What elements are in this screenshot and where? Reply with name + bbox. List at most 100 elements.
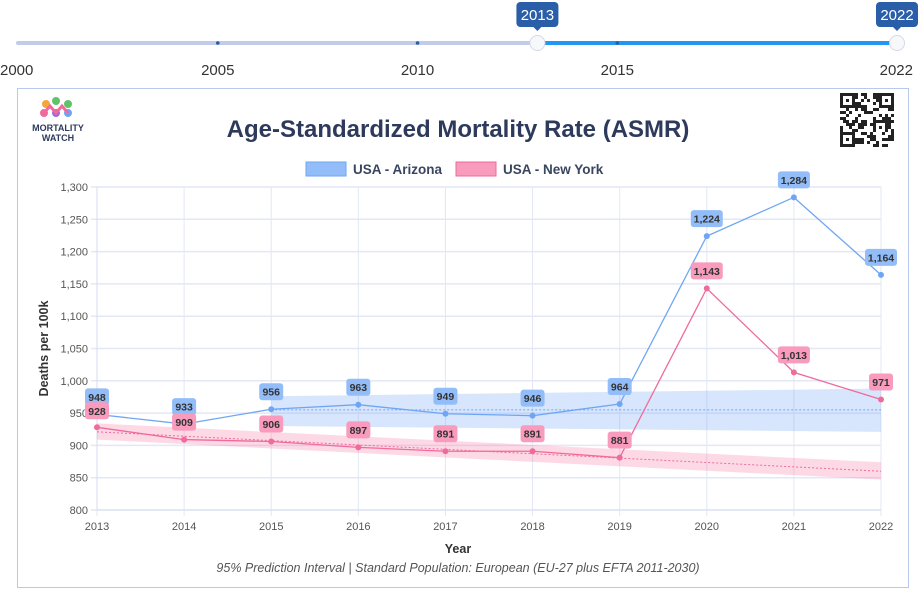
qr-module xyxy=(888,120,891,123)
data-point[interactable] xyxy=(268,406,275,413)
qr-module xyxy=(879,114,882,117)
slider-end-tooltip xyxy=(876,2,918,27)
chart-card: MORTALITY WATCH Age-Standardized Mortality… xyxy=(17,88,909,588)
qr-module xyxy=(870,132,873,135)
data-point[interactable] xyxy=(616,401,623,408)
data-point[interactable] xyxy=(790,194,797,201)
y-tick-label: 950 xyxy=(70,408,88,420)
year-range-slider[interactable]: 2000 2005 2010 2015 2022 2013 2022 xyxy=(0,0,924,85)
data-label: 906 xyxy=(262,419,280,431)
slider-start-handle[interactable] xyxy=(529,35,546,51)
data-label: 909 xyxy=(175,417,193,429)
slider-tick-label: 2010 xyxy=(401,62,434,79)
qr-module xyxy=(876,99,879,102)
qr-module xyxy=(876,108,879,111)
data-label: 964 xyxy=(611,382,629,394)
data-label: 933 xyxy=(175,402,193,414)
qr-module xyxy=(882,120,885,123)
qr-module xyxy=(840,93,843,96)
y-tick-label: 900 xyxy=(70,440,88,452)
data-point[interactable] xyxy=(703,233,710,240)
qr-module xyxy=(840,144,843,147)
qr-module xyxy=(873,135,876,138)
qr-module xyxy=(840,129,843,132)
qr-module xyxy=(846,93,849,96)
data-point[interactable] xyxy=(529,448,536,455)
data-label-bg xyxy=(433,387,458,405)
data-point[interactable] xyxy=(181,436,188,443)
qr-module xyxy=(852,105,855,108)
data-label-bg xyxy=(259,383,284,401)
qr-module xyxy=(840,117,843,120)
qr-module xyxy=(891,93,894,96)
data-point[interactable] xyxy=(268,438,275,445)
qr-module xyxy=(840,141,843,144)
data-label-bg xyxy=(865,248,897,266)
qr-module xyxy=(879,96,882,99)
qr-module xyxy=(855,105,858,108)
data-label: 1,284 xyxy=(781,175,807,187)
qr-module xyxy=(867,141,870,144)
data-point[interactable] xyxy=(94,424,100,431)
qr-module xyxy=(852,129,855,132)
series-line-1 xyxy=(96,287,882,459)
qr-module xyxy=(858,126,861,129)
qr-module xyxy=(891,132,894,135)
data-point[interactable] xyxy=(878,396,884,403)
data-point[interactable] xyxy=(442,448,449,455)
qr-module xyxy=(882,117,885,120)
data-point[interactable] xyxy=(529,412,536,419)
qr-module xyxy=(876,141,879,144)
qr-module xyxy=(873,96,876,99)
qr-module xyxy=(858,138,861,141)
legend-label-1[interactable]: USA - New York xyxy=(503,162,604,177)
data-label-bg xyxy=(172,413,197,431)
qr-module xyxy=(891,120,894,123)
slider-end-handle[interactable] xyxy=(889,35,905,51)
data-point[interactable] xyxy=(878,271,884,278)
qr-module xyxy=(852,99,855,102)
data-label: 891 xyxy=(437,429,455,441)
qr-module xyxy=(843,132,846,135)
logo-dot xyxy=(64,100,72,108)
qr-module xyxy=(882,93,885,96)
data-label: 963 xyxy=(350,382,368,394)
y-tick-label: 1,150 xyxy=(60,279,88,291)
data-point[interactable] xyxy=(355,444,362,451)
data-label: 1,164 xyxy=(868,252,894,264)
qr-module xyxy=(888,126,891,129)
qr-module xyxy=(840,126,843,129)
qr-module xyxy=(855,102,858,105)
qr-module xyxy=(861,93,864,96)
data-point[interactable] xyxy=(703,285,710,292)
qr-module xyxy=(846,138,849,141)
tooltip-pointer xyxy=(533,27,542,31)
qr-module xyxy=(840,102,843,105)
data-label: 946 xyxy=(524,393,542,405)
qr-module xyxy=(861,99,864,102)
qr-module xyxy=(858,105,861,108)
data-label: 1,143 xyxy=(694,266,720,278)
slider-start-value: 2013 xyxy=(521,7,554,24)
qr-module xyxy=(861,123,864,126)
qr-module xyxy=(852,141,855,144)
qr-module xyxy=(840,96,843,99)
qr-module xyxy=(840,111,843,114)
data-label: 948 xyxy=(88,392,106,404)
legend-swatch-1[interactable] xyxy=(455,161,497,177)
qr-module xyxy=(891,138,894,141)
qr-module xyxy=(852,138,855,141)
data-point[interactable] xyxy=(442,410,449,417)
qr-module xyxy=(849,105,852,108)
x-tick-label: 2015 xyxy=(259,521,283,533)
legend-swatch-0[interactable] xyxy=(305,161,347,177)
data-point[interactable] xyxy=(790,369,797,376)
data-point[interactable] xyxy=(616,454,623,461)
legend-label-0[interactable]: USA - Arizona xyxy=(353,162,442,177)
data-label-bg xyxy=(433,425,458,443)
qr-module xyxy=(879,105,882,108)
qr-module xyxy=(888,105,891,108)
data-point[interactable] xyxy=(355,401,362,408)
qr-module xyxy=(891,105,894,108)
data-label: 891 xyxy=(524,429,542,441)
